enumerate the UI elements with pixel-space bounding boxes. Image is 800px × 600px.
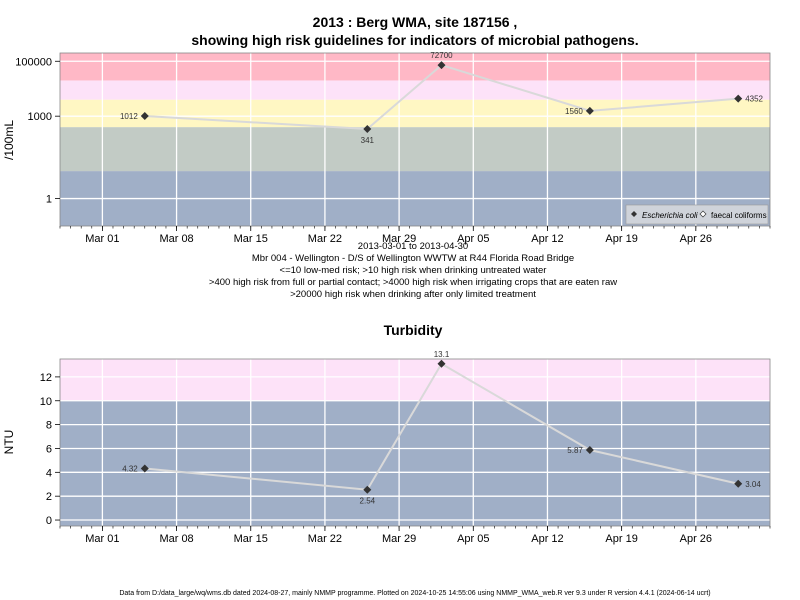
footer-note: Data from D:/data_large/wq/wms.db dated …: [119, 590, 710, 597]
y-tick-label: 10: [40, 396, 52, 408]
x-tick-label: Mar 22: [308, 233, 342, 245]
x-tick-label: Mar 29: [382, 233, 416, 245]
chart1-series: 1012 341 72700 1560 4352: [120, 51, 764, 145]
chart1-legend: Escherichia coli faecal coliforms: [625, 204, 769, 225]
legend-faecal-label: faecal coliforms: [711, 211, 767, 220]
data-point: [585, 106, 594, 115]
chart2-gridlines: [60, 359, 770, 526]
data-point: [585, 446, 594, 455]
x-tick-label: Mar 22: [308, 533, 342, 545]
chart1-x-axis: Mar 01 Mar 08 Mar 15 Mar 22 Mar 29 Apr 05 Apr …: [59, 226, 771, 245]
x-tick-label: Mar 01: [85, 533, 119, 545]
y-tick-label: 6: [46, 443, 52, 455]
x-tick-label: Apr 19: [605, 233, 637, 245]
risk-band-1: [60, 359, 770, 401]
data-label: 1012: [120, 112, 138, 121]
y-tick-label: 12: [40, 372, 52, 384]
chart2-x-axis: Mar 01 Mar 08 Mar 15 Mar 22 Mar 29 Apr 05 Apr …: [59, 526, 771, 545]
chart1-risk-bands: [60, 53, 770, 226]
risk-band-0: [60, 400, 770, 526]
risk-band-3: [60, 80, 770, 100]
caption-risk-3: >20000 high risk when drinking after onl…: [290, 289, 536, 300]
risk-band-1: [60, 127, 770, 172]
y-tick-label: 1000: [28, 111, 52, 123]
y-tick-label: 2: [46, 491, 52, 503]
legend-ecoli-label: Escherichia coli: [642, 211, 698, 220]
caption-site: Mbr 004 - Wellington - D/S of Wellington…: [252, 253, 574, 264]
chart2-title: Turbidity: [384, 322, 443, 338]
y-tick-label: 1: [46, 194, 52, 206]
data-point: [140, 464, 149, 473]
x-tick-label: Mar 15: [234, 533, 268, 545]
chart2-y-label: NTU: [2, 430, 16, 455]
data-label: 1560: [565, 107, 583, 116]
chart2-risk-bands: [60, 359, 770, 526]
caption-risk-1: <=10 low-med risk; >10 high risk when dr…: [280, 265, 547, 276]
chart1-y-label: /100mL: [2, 120, 16, 160]
x-tick-label: Apr 12: [531, 233, 563, 245]
x-tick-label: Mar 15: [234, 233, 268, 245]
x-tick-label: Mar 08: [159, 233, 193, 245]
x-tick-label: Apr 12: [531, 533, 563, 545]
data-point: [734, 479, 743, 488]
legend-faecal-marker: [699, 210, 707, 218]
chart2-plot-frame: [59, 358, 771, 527]
x-tick-label: Mar 01: [85, 233, 119, 245]
data-point: [734, 94, 743, 103]
chart1-title-line1: 2013 : Berg WMA, site 187156 ,: [313, 14, 518, 30]
y-tick-label: 4: [46, 467, 52, 479]
data-label: 5.87: [567, 446, 583, 455]
data-label: 4352: [745, 95, 763, 104]
chart2-series: 4.32 2.54 13.1 5.87 3.04: [122, 350, 761, 506]
chart2-y-axis: 0 2 4 6 8 10 12: [40, 372, 60, 527]
x-tick-label: Apr 05: [457, 233, 489, 245]
x-tick-label: Apr 05: [457, 533, 489, 545]
chart1-plot-frame: [59, 52, 771, 227]
y-tick-label: 100000: [15, 56, 52, 68]
x-tick-label: Apr 26: [680, 233, 712, 245]
data-label: 4.32: [122, 465, 138, 474]
y-tick-label: 8: [46, 420, 52, 432]
data-point: [363, 485, 372, 494]
data-point: [140, 112, 149, 121]
legend-ecoli-marker: [631, 211, 637, 217]
data-point: [437, 359, 446, 368]
x-tick-label: Mar 29: [382, 533, 416, 545]
x-tick-label: Mar 08: [159, 533, 193, 545]
risk-band-4: [60, 53, 770, 81]
chart1-gridlines: [60, 53, 770, 226]
data-label: 13.1: [434, 350, 450, 359]
chart1-y-axis: 1 1000 100000: [15, 56, 60, 206]
legend-box: [625, 204, 769, 225]
chart1-title-line2: showing high risk guidelines for indicat…: [191, 32, 638, 48]
data-label: 3.04: [745, 480, 761, 489]
x-tick-label: Apr 19: [605, 533, 637, 545]
caption-risk-2: >400 high risk from full or partial cont…: [209, 277, 617, 288]
data-point: [437, 61, 446, 70]
risk-band-2: [60, 99, 770, 128]
data-label: 2.54: [360, 497, 376, 506]
caption-date-range: 2013-03-01 to 2013-04-30: [358, 241, 468, 252]
y-tick-label: 0: [46, 515, 52, 527]
x-tick-label: Apr 26: [680, 533, 712, 545]
data-label: 341: [361, 136, 375, 145]
data-label: 72700: [430, 51, 453, 60]
data-point: [363, 125, 372, 134]
